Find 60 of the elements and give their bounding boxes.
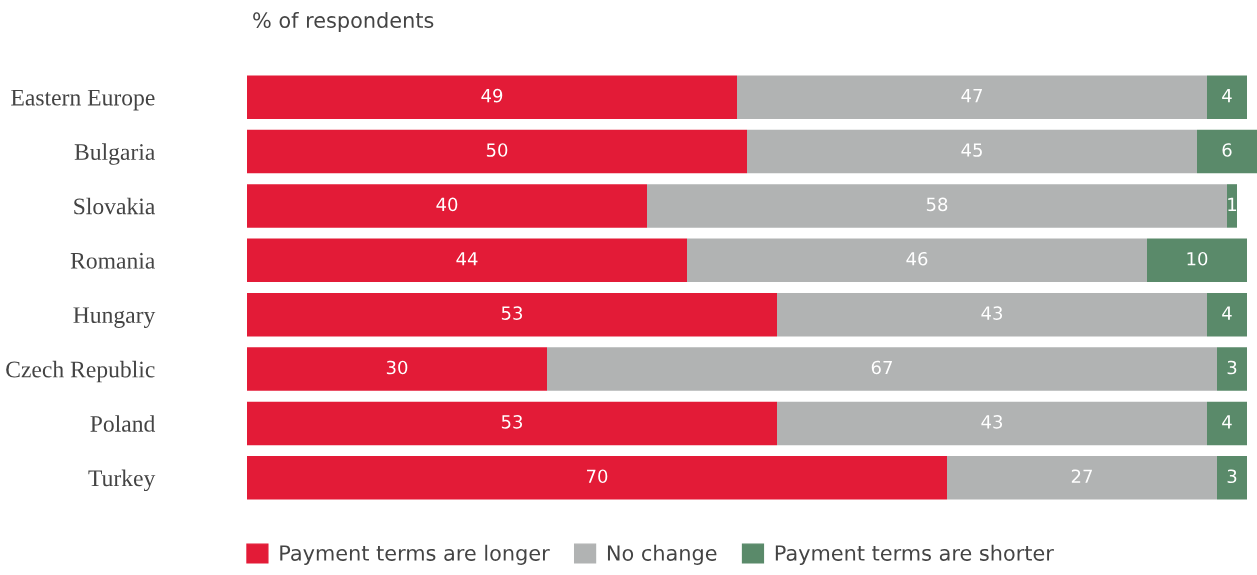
legend-label: Payment terms are longer [280,544,550,565]
bar [1227,184,1237,228]
bar [247,129,747,174]
data-label: 4 [1222,415,1232,429]
legend-label: No change [607,544,717,565]
legend-label: Payment terms are shorter [775,544,1054,565]
bar [737,75,1207,119]
data-label: 46 [906,251,928,266]
data-label: 49 [481,88,503,103]
y-tick-label: Hungary [73,307,156,328]
data-label: 50 [486,143,508,157]
bar [1207,401,1247,446]
bar [1207,292,1247,337]
data-label: 47 [961,89,982,103]
data-label: 1 [1228,197,1237,211]
data-label: 3 [1227,360,1237,375]
data-label: 10 [1187,251,1208,266]
y-tick-label: Czech Republic [6,360,155,383]
bar [247,292,777,337]
bar [247,456,947,500]
bar [247,75,737,119]
bar [777,292,1207,337]
y-tick-label: Slovakia [74,197,156,215]
data-label: 70 [586,469,608,484]
data-label: 43 [981,415,1003,429]
data-label: 45 [961,143,982,157]
y-tick-label: Poland [90,415,156,432]
data-label: 53 [501,415,523,429]
data-label: 40 [436,197,458,212]
data-label: 30 [386,360,408,375]
bar [247,238,687,283]
data-label: 43 [981,306,1003,320]
bar [247,401,777,446]
data-label: 27 [1071,469,1092,483]
data-label: 3 [1227,469,1237,484]
bar [1197,129,1257,174]
bar [747,129,1197,174]
bar [1147,238,1247,283]
bar [1217,456,1247,500]
bar [1207,75,1247,119]
bar [1217,347,1247,391]
bar [247,184,647,228]
bar [647,184,1227,228]
data-label: 6 [1222,143,1232,157]
data-label: 67 [871,360,892,375]
y-tick-label: Turkey [88,469,156,492]
data-label: 53 [501,306,523,320]
data-label: 58 [926,197,948,212]
data-label: 44 [456,252,478,266]
bar [947,456,1217,500]
data-label: 4 [1222,306,1232,320]
y-tick-label: Eastern Europe [11,89,155,111]
data-label: 4 [1222,89,1232,103]
bar [687,238,1147,283]
bar [247,347,547,391]
y-tick-label: Bulgaria [74,143,156,165]
chart-title: % of respondents [253,11,434,33]
bar [547,347,1217,391]
y-tick-label: Romania [70,252,156,269]
bar [777,401,1207,446]
